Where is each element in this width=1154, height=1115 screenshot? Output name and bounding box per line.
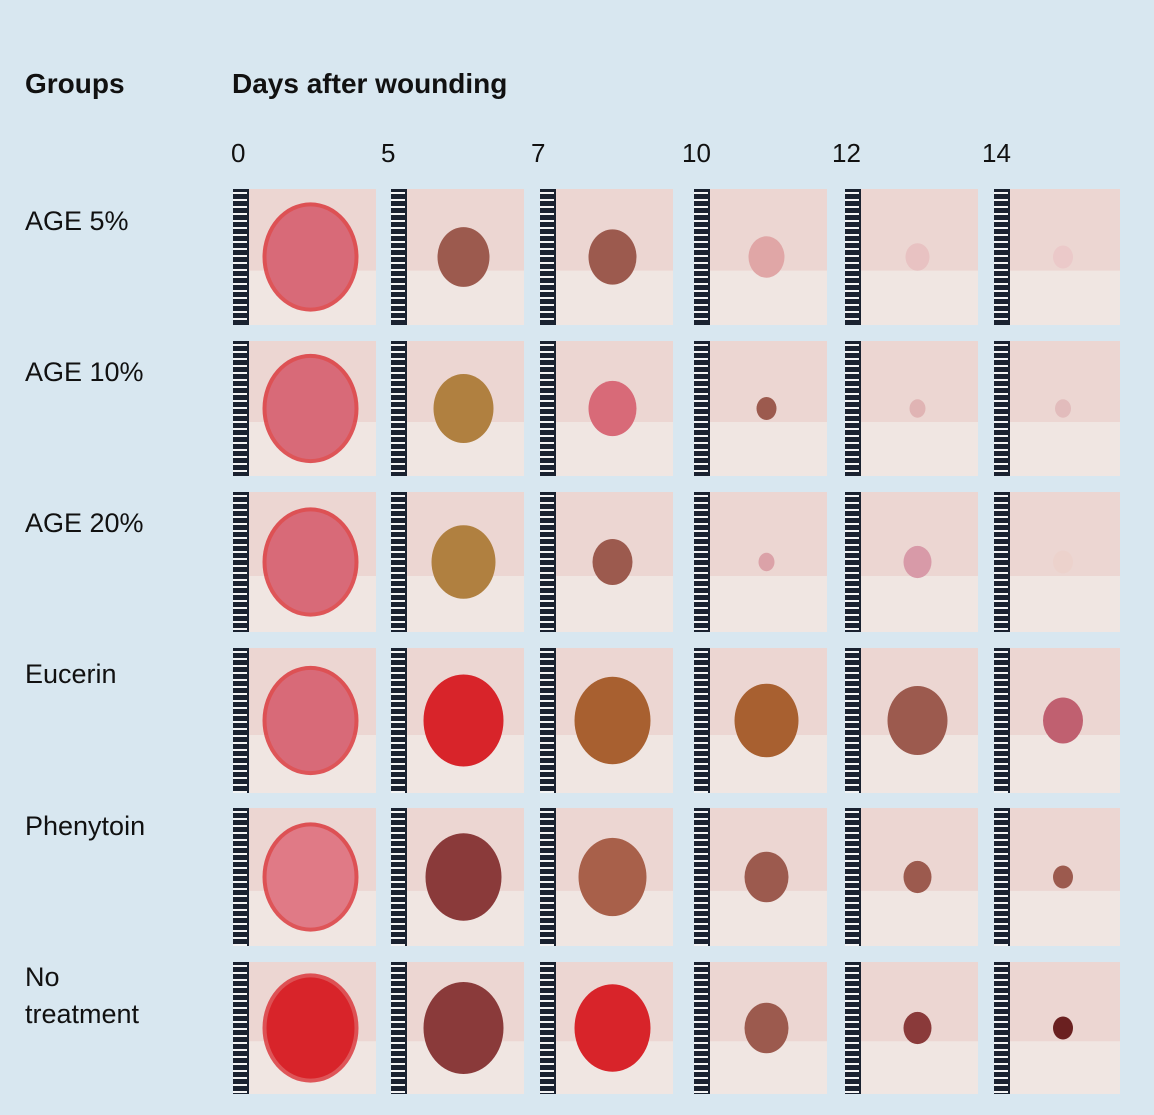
wound-photo [694,808,827,946]
wound-photo [694,648,827,793]
wound-photo [391,341,524,476]
wound-photo [391,962,524,1094]
days-header: Days after wounding [232,68,508,99]
group-label: AGE 20% [25,508,144,538]
wound-photo [233,962,376,1094]
wound-photo [994,189,1120,325]
wound-photo [845,341,978,476]
wound-photo [694,492,827,632]
wound-photo [994,648,1120,793]
wound-photo [540,648,673,793]
day-label: 0 [231,138,246,168]
wound-photo [391,189,524,325]
day-label: 10 [682,138,711,168]
wound-photo [845,648,978,793]
wound-photo [233,648,376,793]
group-label: Phenytoin [25,811,146,841]
wound-photo [540,808,673,946]
wound-photo [391,648,524,793]
wound-photo [694,189,827,325]
group-label: AGE 5% [25,206,129,236]
day-label: 5 [381,138,396,168]
group-label: AGE 10% [25,357,144,387]
group-label: Eucerin [25,659,117,689]
wound-photo [233,492,376,632]
wound-photo [994,341,1120,476]
wound-photo [694,962,827,1094]
wound-photo [540,189,673,325]
wound-photo [994,492,1120,632]
wound-photo [233,189,376,325]
wound-photo [540,962,673,1094]
day-label: 12 [832,138,861,168]
wound-photo [845,962,978,1094]
wound-photo [994,808,1120,946]
wound-photo [994,962,1120,1094]
wound-photo [391,492,524,632]
wound-photo [845,808,978,946]
wound-photo [540,492,673,632]
wound-photo [391,808,524,946]
wound-photo [845,189,978,325]
wound-photo [845,492,978,632]
group-label: No treatment [25,962,140,1029]
day-label: 14 [982,138,1011,168]
groups-header: Groups [25,68,125,99]
wound-photo [694,341,827,476]
wound-photo [540,341,673,476]
wound-photo [233,341,376,476]
wound-photo [233,808,376,946]
day-label: 7 [531,138,546,168]
